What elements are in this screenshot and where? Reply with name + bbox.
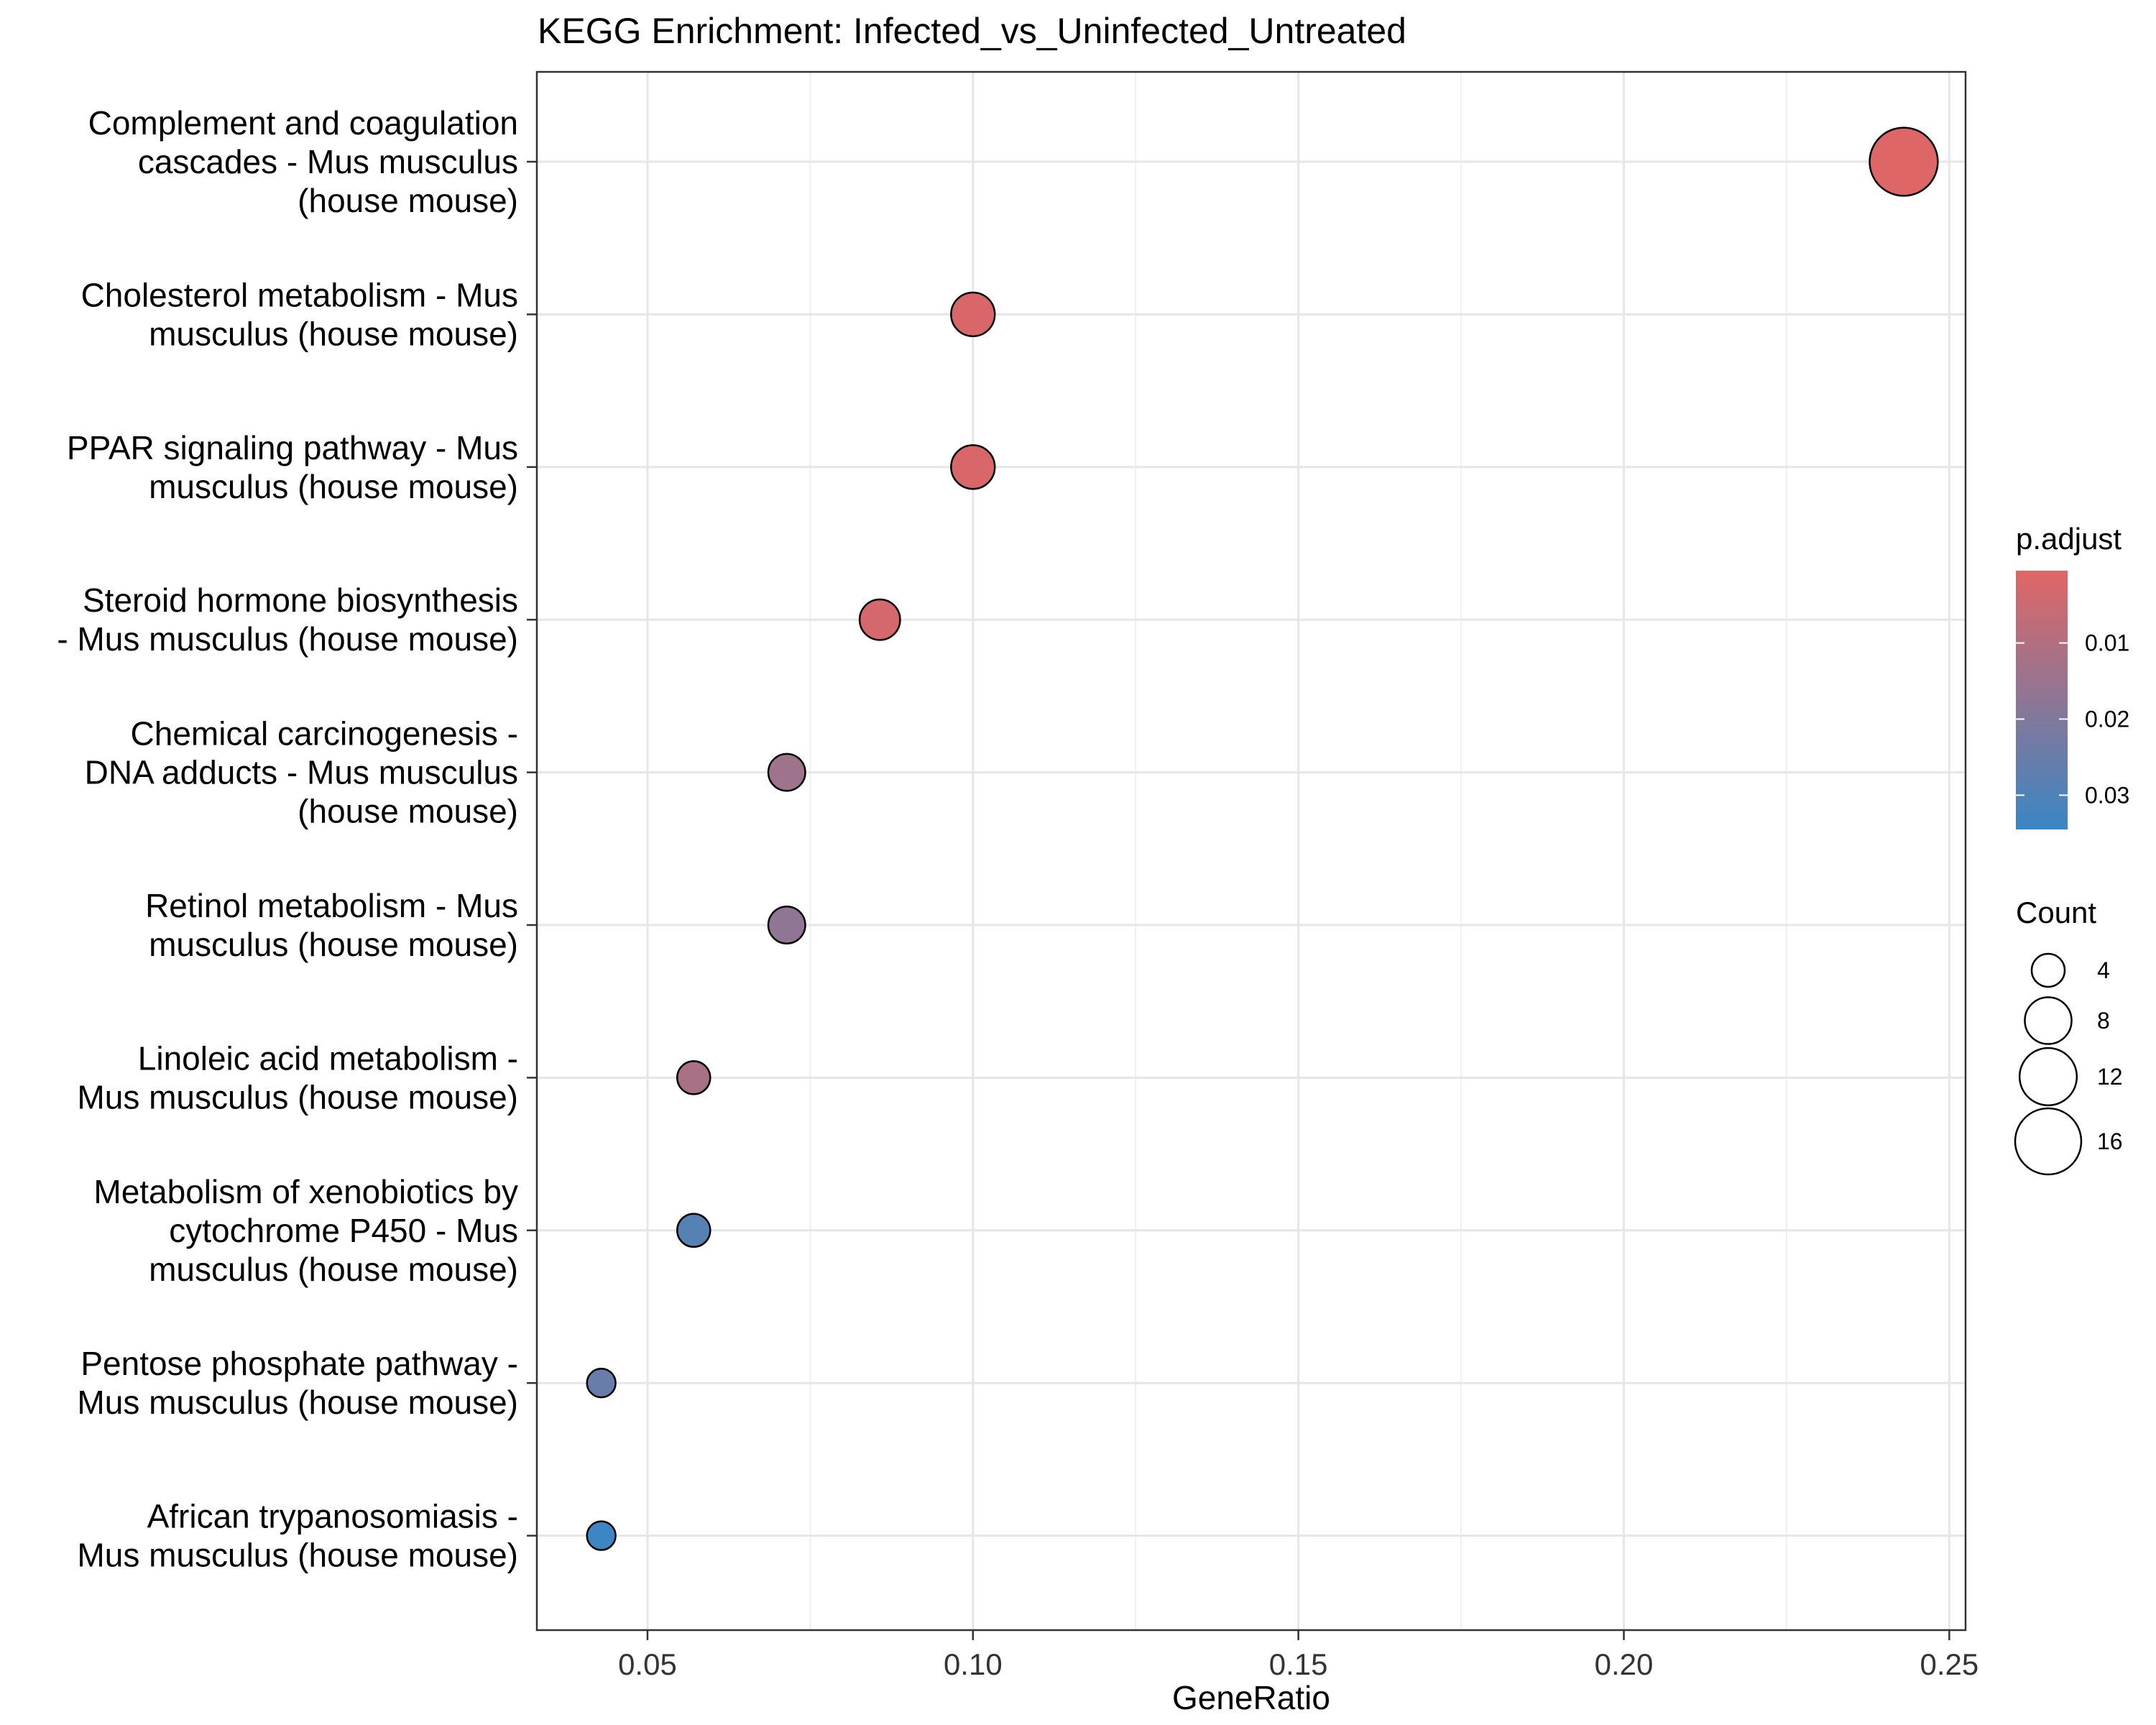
color-legend-ticks: 0.01 0.02 0.03 bbox=[2016, 630, 2129, 808]
y-axis-label-line: Complement and coagulation bbox=[88, 104, 518, 142]
x-axis-ticks: 0.05 0.10 0.15 0.20 0.25 bbox=[618, 1630, 1978, 1681]
size-legend-circle bbox=[2030, 952, 2066, 988]
data-point bbox=[676, 1060, 711, 1095]
x-tick-label: 0.20 bbox=[1595, 1647, 1654, 1681]
y-axis-label-line: Mus musculus (house mouse) bbox=[77, 1537, 518, 1574]
y-axis-label-line: Steroid hormone biosynthesis bbox=[83, 581, 518, 619]
x-tick-label: 0.10 bbox=[944, 1647, 1003, 1681]
data-point bbox=[767, 906, 806, 944]
size-legend-label: 4 bbox=[2097, 957, 2110, 983]
y-axis-label-line: Linoleic acid metabolism - bbox=[138, 1039, 518, 1077]
y-axis-label-line: Pentose phosphate pathway - bbox=[80, 1345, 518, 1382]
y-axis-label-line: - Mus musculus (house mouse) bbox=[57, 620, 518, 658]
data-point bbox=[858, 598, 901, 641]
y-axis-labels: Complement and coagulation cascades - Mus… bbox=[57, 104, 537, 1574]
y-axis-label-line: musculus (house mouse) bbox=[149, 468, 518, 505]
size-legend: 4 8 12 16 bbox=[2014, 952, 2123, 1176]
x-tick-label: 0.15 bbox=[1269, 1647, 1328, 1681]
color-legend-tick-label: 0.03 bbox=[2085, 782, 2129, 808]
y-axis-label-line: Chemical carcinogenesis - bbox=[131, 715, 518, 753]
color-legend-bar bbox=[2016, 571, 2068, 829]
data-point bbox=[676, 1213, 711, 1248]
y-axis-category-label: African trypanosomiasis -Mus musculus (h… bbox=[77, 1498, 518, 1574]
y-axis-category-label: Chemical carcinogenesis -DNA adducts - M… bbox=[85, 715, 518, 830]
y-axis-label-line: Metabolism of xenobiotics by bbox=[93, 1173, 518, 1210]
y-axis-category-label: Metabolism of xenobiotics by cytochrome P… bbox=[93, 1173, 518, 1288]
color-legend-tick-label: 0.01 bbox=[2085, 630, 2129, 656]
data-point bbox=[1869, 126, 1939, 197]
y-axis-label-line: musculus (house mouse) bbox=[149, 926, 518, 963]
y-axis-category-label: Steroid hormone biosynthesis - Mus muscul… bbox=[57, 581, 518, 658]
y-axis-label-line: DNA adducts - Mus musculus bbox=[85, 754, 518, 791]
y-axis-category-label: Retinol metabolism - Mus musculus (house … bbox=[145, 887, 518, 963]
y-axis-label-line: musculus (house mouse) bbox=[149, 1251, 518, 1288]
y-axis-label-line: (house mouse) bbox=[298, 793, 518, 830]
size-legend-label: 8 bbox=[2097, 1008, 2110, 1034]
chart-title: KEGG Enrichment: Infected_vs_Uninfected_… bbox=[538, 11, 1406, 51]
data-point bbox=[586, 1520, 617, 1551]
size-legend-circle bbox=[2014, 1107, 2083, 1176]
y-axis-category-label: Cholesterol metabolism - Mus musculus (ho… bbox=[81, 276, 518, 352]
data-point bbox=[950, 444, 996, 490]
size-legend-label: 12 bbox=[2097, 1064, 2123, 1090]
size-legend-circle bbox=[2024, 996, 2073, 1045]
y-axis-category-label: PPAR signaling pathway - Mus musculus (ho… bbox=[67, 429, 518, 505]
y-axis-label-line: Mus musculus (house mouse) bbox=[77, 1384, 518, 1421]
y-axis-label-line: Cholesterol metabolism - Mus bbox=[81, 276, 518, 313]
y-axis-label-line: Retinol metabolism - Mus bbox=[145, 887, 518, 924]
y-axis-label-line: PPAR signaling pathway - Mus bbox=[67, 429, 518, 466]
size-legend-circle bbox=[2018, 1046, 2078, 1107]
data-points bbox=[586, 126, 1939, 1551]
data-point bbox=[586, 1368, 617, 1399]
y-axis-label-line: (house mouse) bbox=[298, 182, 518, 219]
data-point bbox=[950, 291, 996, 338]
x-tick-label: 0.05 bbox=[618, 1647, 677, 1681]
plot-panel-border bbox=[535, 70, 1967, 1632]
size-legend-label: 16 bbox=[2097, 1128, 2123, 1154]
x-axis-title: GeneRatio bbox=[1172, 1679, 1330, 1716]
x-tick-label: 0.25 bbox=[1920, 1647, 1978, 1681]
data-point bbox=[767, 753, 806, 792]
size-legend-title: Count bbox=[2016, 896, 2096, 929]
color-legend-title: p.adjust bbox=[2016, 522, 2122, 556]
y-axis-category-label: Linoleic acid metabolism -Mus musculus (… bbox=[77, 1039, 518, 1116]
color-legend-tick-label: 0.02 bbox=[2085, 706, 2129, 732]
y-axis-label-line: cytochrome P450 - Mus bbox=[169, 1212, 518, 1249]
y-axis-label-line: cascades - Mus musculus bbox=[138, 143, 518, 180]
y-axis-category-label: Complement and coagulation cascades - Mus… bbox=[88, 104, 518, 219]
y-axis-category-label: Pentose phosphate pathway -Mus musculus … bbox=[77, 1345, 518, 1421]
y-axis-label-line: Mus musculus (house mouse) bbox=[77, 1078, 518, 1116]
y-axis-label-line: musculus (house mouse) bbox=[149, 315, 518, 352]
y-axis-label-line: African trypanosomiasis - bbox=[147, 1498, 518, 1535]
